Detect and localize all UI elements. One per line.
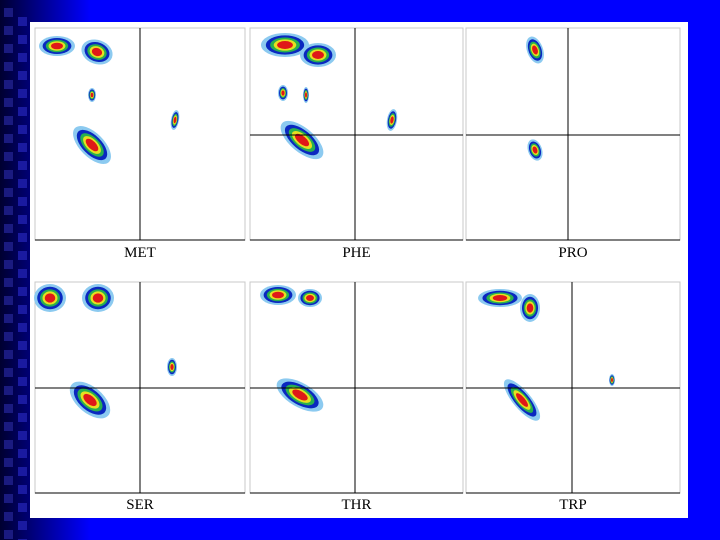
square [4,206,13,215]
square [18,71,27,80]
square [18,485,27,494]
square [4,116,13,125]
square [18,179,27,188]
density-contour [294,133,310,147]
square [18,233,27,242]
square [4,422,13,431]
square [18,395,27,404]
square [4,152,13,161]
square [4,98,13,107]
square [4,512,13,521]
density-contour [44,293,56,303]
square [4,332,13,341]
panel-label: MET [124,245,156,261]
square [4,8,13,17]
square [18,377,27,386]
square [4,494,13,503]
square [18,53,27,62]
square [18,467,27,476]
square [4,386,13,395]
panel-label: SER [126,497,154,513]
density-contour [83,393,97,407]
square [18,305,27,314]
panel-label: PRO [558,245,587,261]
square [18,503,27,512]
square [18,35,27,44]
density-contour [611,378,613,382]
square [18,521,27,530]
square [4,314,13,323]
panel-label: PHE [342,245,370,261]
content-area [30,22,688,518]
square [4,170,13,179]
density-contour [312,51,324,59]
density-contour [85,138,99,152]
square [4,530,13,539]
density-contour [92,293,104,303]
square [18,431,27,440]
square [18,215,27,224]
square-pattern [4,8,27,540]
square [4,278,13,287]
square [18,107,27,116]
square [18,359,27,368]
square [18,449,27,458]
square [4,26,13,35]
square [4,458,13,467]
density-contour [492,295,508,301]
density-contour [532,146,538,154]
square [4,368,13,377]
square [4,404,13,413]
square [4,476,13,485]
square [4,44,13,53]
density-contour [281,90,285,96]
square [4,296,13,305]
panel-label: THR [342,497,372,513]
density-contour [277,41,293,49]
square [18,161,27,170]
square [4,440,13,449]
square [18,269,27,278]
density-contour [526,303,534,313]
square [4,62,13,71]
square [4,224,13,233]
square [18,143,27,152]
square [4,188,13,197]
square [4,80,13,89]
density-contour [390,116,394,124]
panels: MET PHE PRO SER THR TRP [34,27,681,513]
density-contour [306,295,314,301]
panel-label: TRP [559,497,587,513]
square [18,413,27,422]
density-contour [272,291,284,299]
square [18,251,27,260]
square [4,350,13,359]
square [18,89,27,98]
square [18,197,27,206]
density-contour [516,393,528,407]
square [4,260,13,269]
density-contour [170,364,174,370]
square [18,17,27,26]
density-contour [91,47,103,57]
square [18,341,27,350]
density-contour [292,389,308,401]
square [4,242,13,251]
density-contour [90,92,94,98]
square [18,125,27,134]
density-contour [532,45,538,55]
square [18,287,27,296]
density-contour [51,42,63,50]
density-contour [305,92,307,98]
square [18,323,27,332]
density-contour [173,116,177,124]
square [4,134,13,143]
